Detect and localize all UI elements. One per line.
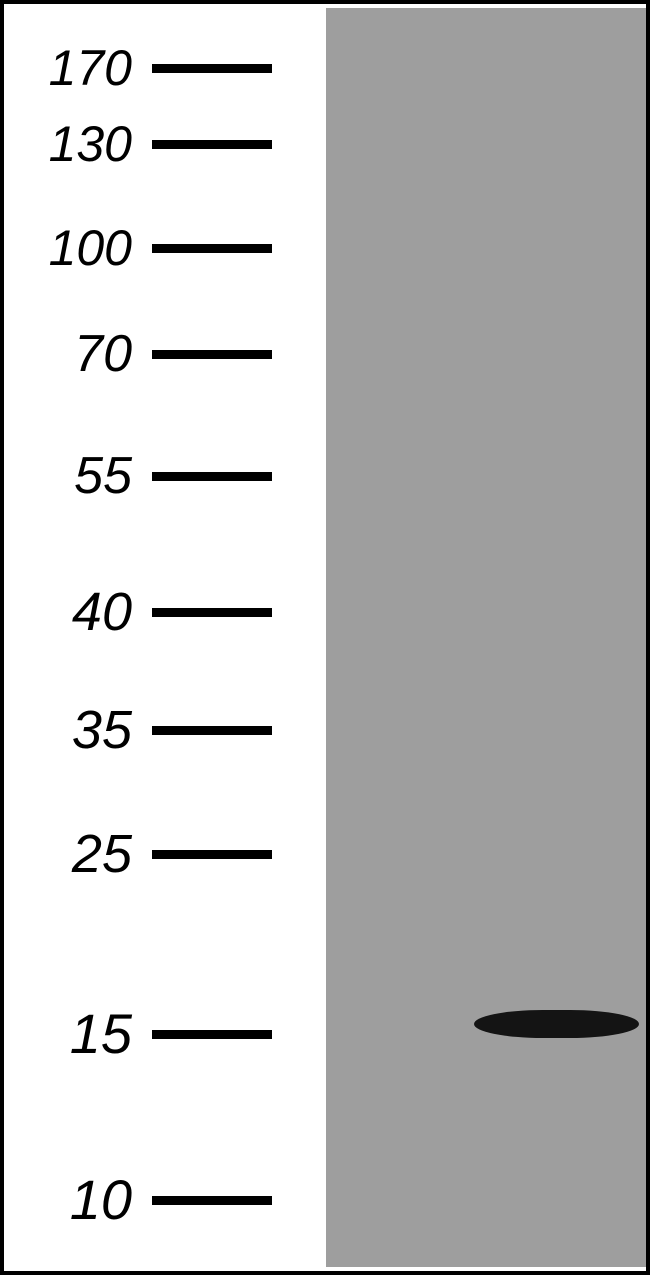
band-15kda — [474, 1010, 639, 1038]
ladder-marker-170: 170 — [4, 43, 329, 93]
ladder-label-40: 40 — [50, 585, 132, 639]
ladder-tick-170 — [152, 64, 272, 73]
ladder-marker-100: 100 — [4, 223, 329, 273]
ladder-marker-55: 55 — [4, 450, 329, 502]
ladder-tick-55 — [152, 472, 272, 481]
ladder-marker-10: 10 — [4, 1172, 329, 1228]
ladder-label-35: 35 — [50, 703, 132, 757]
ladder-marker-15: 15 — [4, 1006, 329, 1062]
ladder-tick-10 — [152, 1196, 272, 1205]
ladder-marker-35: 35 — [4, 703, 329, 757]
ladder-label-55: 55 — [50, 450, 132, 502]
blot-membrane — [326, 8, 646, 1267]
ladder-marker-25: 25 — [4, 827, 329, 881]
ladder-label-10: 10 — [50, 1172, 132, 1228]
ladder-tick-40 — [152, 608, 272, 617]
ladder-label-70: 70 — [50, 328, 132, 380]
ladder-label-25: 25 — [50, 827, 132, 881]
ladder-tick-15 — [152, 1030, 272, 1039]
ladder-label-100: 100 — [24, 223, 132, 273]
western-blot-figure: 170 130 100 70 55 40 35 25 15 10 — [0, 0, 650, 1275]
ladder-marker-40: 40 — [4, 585, 329, 639]
ladder-label-15: 15 — [50, 1006, 132, 1062]
ladder-marker-70: 70 — [4, 328, 329, 380]
ladder-tick-70 — [152, 350, 272, 359]
ladder-tick-130 — [152, 140, 272, 149]
ladder-tick-100 — [152, 244, 272, 253]
ladder-label-170: 170 — [24, 43, 132, 93]
ladder-marker-130: 130 — [4, 119, 329, 169]
ladder-label-130: 130 — [24, 119, 132, 169]
ladder-tick-35 — [152, 726, 272, 735]
ladder-tick-25 — [152, 850, 272, 859]
molecular-weight-ladder: 170 130 100 70 55 40 35 25 15 10 — [4, 4, 329, 1271]
